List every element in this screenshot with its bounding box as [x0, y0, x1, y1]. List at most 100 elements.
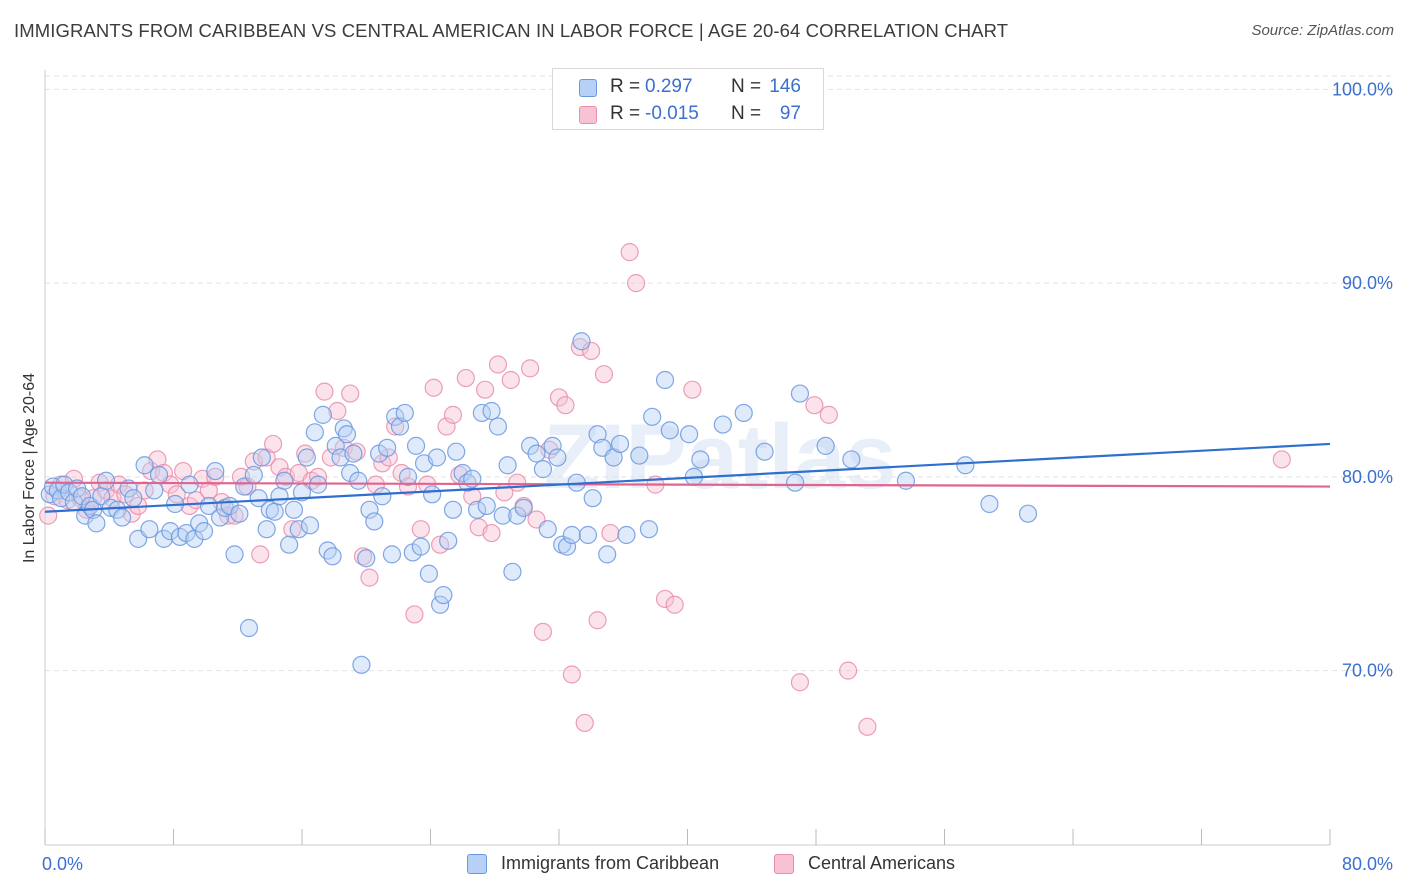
data-point [980, 494, 999, 514]
data-point [199, 496, 218, 516]
data-point [594, 365, 614, 384]
data-point [39, 506, 58, 525]
data-point [1018, 504, 1038, 523]
data-point [508, 473, 527, 492]
data-point [562, 525, 581, 545]
data-point [337, 425, 357, 444]
legend-swatch-pink [774, 854, 794, 874]
data-point [655, 370, 675, 390]
data-point [161, 522, 180, 541]
data-point [805, 396, 824, 415]
x-tick-label: 0.0% [42, 854, 83, 874]
data-point [270, 487, 289, 506]
data-point [326, 436, 345, 455]
data-point [280, 535, 299, 554]
y-tick-label: 90.0% [1342, 273, 1393, 293]
data-point [360, 500, 379, 519]
legend-swatch-blue [467, 854, 487, 874]
data-point [572, 332, 591, 351]
y-tick-label: 70.0% [1342, 661, 1393, 681]
data-point [819, 405, 838, 424]
data-point [349, 471, 368, 490]
data-point [398, 477, 418, 496]
r-label: R = [610, 76, 641, 97]
data-point [352, 655, 371, 674]
data-point [315, 382, 334, 401]
data-point [244, 465, 263, 485]
data-point [683, 380, 702, 399]
data-point [180, 475, 199, 494]
data-point [626, 274, 646, 293]
gridlines [45, 75, 1392, 672]
data-point [543, 436, 562, 455]
data-point [482, 401, 501, 421]
data-point [357, 549, 376, 568]
legend-swatch-blue [579, 79, 597, 97]
data-point [548, 448, 567, 467]
data-point [206, 461, 225, 481]
data-point [423, 485, 442, 504]
n-label: N = [731, 76, 762, 97]
data-point [858, 717, 877, 736]
data-point [419, 564, 438, 583]
data-point [289, 520, 308, 539]
data-point [365, 512, 384, 531]
data-point [112, 508, 132, 527]
data-point [382, 545, 402, 564]
legend-swatch-pink [579, 106, 597, 124]
data-point [620, 243, 639, 262]
data-point [424, 378, 443, 397]
data-point [557, 537, 577, 556]
stats-row-central-americans: R = -0.015 N = 97 [553, 102, 823, 128]
axes [44, 70, 1331, 846]
data-point [328, 401, 347, 421]
data-point [842, 450, 861, 469]
data-point [140, 520, 159, 539]
data-point [439, 531, 458, 550]
data-point [816, 436, 835, 455]
data-point [321, 448, 341, 467]
data-point [284, 500, 304, 519]
data-point [456, 368, 475, 388]
stats-legend: R = 0.297 N = 146 R = -0.015 N = 97 [552, 68, 824, 130]
data-point [297, 448, 316, 467]
n-label: N = [731, 103, 762, 124]
data-point [453, 463, 472, 483]
data-point [691, 450, 710, 469]
r-value: 0.297 [645, 76, 693, 97]
r-value: -0.015 [645, 103, 699, 124]
data-point [680, 425, 699, 444]
data-point [956, 456, 975, 475]
watermark: ZIPatlas [544, 406, 897, 508]
data-point [598, 545, 617, 564]
data-point [467, 500, 487, 519]
data-point [443, 500, 463, 519]
data-point [124, 489, 143, 508]
data-point [476, 380, 495, 399]
data-point [660, 421, 679, 440]
data-point [583, 489, 602, 508]
data-point [334, 419, 353, 438]
data-point [447, 442, 466, 461]
data-point [734, 403, 753, 423]
data-point [501, 370, 520, 390]
data-point [373, 487, 392, 506]
data-point [347, 442, 366, 461]
data-point [643, 407, 662, 426]
data-point [300, 516, 320, 535]
data-point [119, 479, 138, 498]
trend-line-caribbean [44, 442, 1331, 513]
x-tick-label: 80.0% [1342, 854, 1393, 874]
n-value: 146 [769, 76, 801, 97]
data-point [434, 585, 453, 605]
n-value: 97 [779, 103, 801, 124]
data-point [265, 502, 284, 521]
data-point [341, 384, 360, 403]
data-point [406, 436, 426, 455]
trend-lines [44, 442, 1331, 513]
data-point [588, 611, 607, 630]
data-point [263, 434, 283, 454]
data-point [610, 434, 630, 454]
data-point [210, 508, 230, 527]
